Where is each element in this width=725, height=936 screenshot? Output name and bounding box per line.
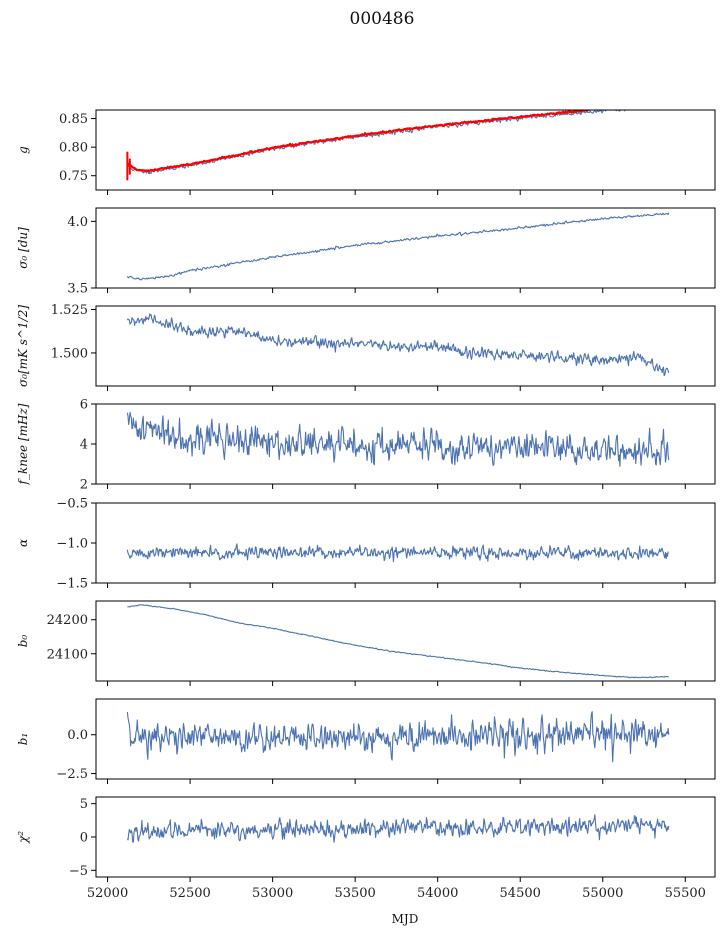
y-axis-label-panel-4: f_knee [mHz]: [16, 403, 30, 485]
x-tick-label: 55500: [665, 886, 706, 901]
y-tick-label: 4.0: [67, 215, 88, 230]
x-axis-label: MJD: [392, 912, 419, 926]
series-line-fknee: [126, 411, 670, 467]
panel-6-frame: [95, 600, 716, 682]
y-axis-label-panel-1: g: [16, 146, 30, 154]
y-axis-label-panel-2: σ₀ [du]: [16, 227, 30, 269]
x-tick-label: 54500: [500, 886, 541, 901]
panel-3-frame: [95, 305, 716, 387]
y-tick-label: 5: [80, 797, 88, 812]
panel-1-frame: [95, 109, 716, 191]
panel-2-plot-area: [126, 212, 670, 281]
y-tick-label: 4: [80, 438, 88, 453]
x-tick-label: 53500: [334, 886, 375, 901]
y-tick-label: −1.5: [56, 577, 88, 592]
panel-4-plot-area: [126, 411, 670, 467]
x-tick-label: 55000: [582, 886, 623, 901]
y-tick-label: 0: [80, 831, 88, 846]
y-axis-label-panel-8: χ²: [16, 831, 30, 844]
y-tick-label: 24100: [47, 647, 88, 662]
series-line-chi2: [126, 814, 670, 843]
panel-7: −2.5 0.0 b₁: [16, 698, 716, 784]
panel-4: 2 4 6 f_knee [mHz]: [16, 398, 716, 493]
panel-3-plot-area: [126, 313, 670, 377]
series-line-g fit: [126, 110, 591, 173]
y-axis-label-panel-5: α: [16, 539, 30, 547]
chart-title: 000486: [350, 9, 415, 29]
panel-1-plot-area: [126, 110, 626, 181]
panel-6: 24100 24200 b₀: [16, 600, 716, 686]
panel-8-plot-area: [126, 814, 670, 843]
x-tick-label: 53000: [252, 886, 293, 901]
series-line-alpha: [126, 543, 670, 563]
y-tick-label: −5: [69, 864, 88, 879]
series-line-sigma0: [126, 212, 670, 281]
series-line-sigma0_mk: [126, 313, 670, 377]
panel-5-plot-area: [126, 543, 670, 563]
y-tick-label: 0.0: [67, 728, 88, 743]
y-tick-label: −0.5: [56, 497, 88, 512]
y-axis-label-panel-3: σ₀[mK s^1/2]: [16, 305, 30, 387]
series-line-b0: [127, 604, 670, 679]
panel-8-frame: [95, 796, 716, 878]
y-tick-label: 2: [80, 478, 88, 493]
panel-5-frame: [95, 502, 716, 584]
x-tick-label: 54000: [417, 886, 458, 901]
y-axis-label-panel-7: b₁: [16, 733, 30, 746]
panel-2: 3.5 4.0 σ₀ [du]: [16, 207, 716, 297]
x-tick-label: 52500: [169, 886, 210, 901]
y-tick-label: 1.525: [51, 303, 88, 318]
y-tick-label: 0.75: [59, 169, 88, 184]
y-tick-label: 1.500: [51, 346, 88, 361]
panel-3: 1.500 1.525 σ₀[mK s^1/2]: [16, 303, 716, 391]
panel-7-plot-area: [126, 711, 670, 763]
y-tick-label: 6: [80, 398, 88, 413]
panel-1: 0.75 0.80 0.85 g: [16, 109, 716, 195]
series-line-b1: [126, 711, 670, 763]
panel-7-frame: [95, 698, 716, 780]
y-tick-label: −1.0: [56, 537, 88, 552]
panel-6-plot-area: [127, 604, 670, 679]
panel-5: −1.5 −1.0 −0.5 α: [16, 497, 716, 592]
panel-8: 52000 52500 53000 53500 54000 54500 55000 55500…: [16, 796, 716, 901]
y-tick-label: 3.5: [67, 282, 88, 297]
y-tick-label: 24200: [47, 613, 88, 628]
x-tick-label: 52000: [87, 886, 128, 901]
y-tick-label: −2.5: [56, 767, 88, 782]
series-line-g: [126, 110, 626, 175]
panel-2-frame: [95, 207, 716, 289]
y-tick-label: 0.85: [59, 112, 88, 127]
y-axis-label-panel-6: b₀: [16, 635, 30, 648]
y-tick-label: 0.80: [59, 141, 88, 156]
